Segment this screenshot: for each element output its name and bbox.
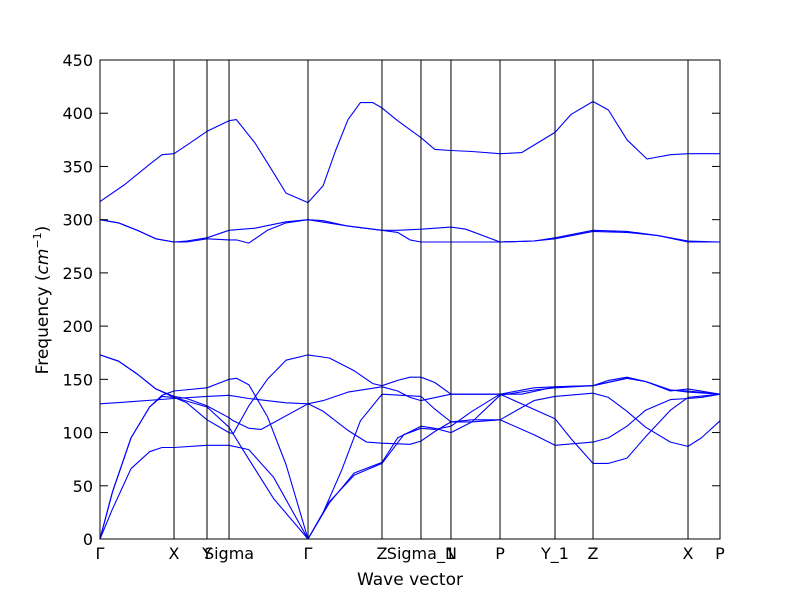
y-tick-label-250: 250 [62, 264, 93, 283]
x-tick-label-10: Y_1 [540, 544, 569, 564]
x-tick-label-6: Z [376, 544, 387, 563]
x-tick-label-4: Sigma [204, 544, 254, 563]
band-line-9 [99, 377, 721, 540]
band-line-4 [99, 354, 721, 464]
band-line-3 [99, 219, 721, 243]
y-tick-label-100: 100 [62, 424, 93, 443]
band-line-1 [99, 100, 720, 204]
x-tick-label-5: Γ [304, 544, 313, 563]
x-tick-label-2: X [169, 544, 180, 563]
x-tick-label-13: P [715, 544, 725, 563]
x-tick-label-8: N [445, 544, 457, 563]
x-tick-label-7: Sigma_1 [387, 544, 455, 564]
y-tick-label-0: 0 [83, 530, 93, 549]
y-tick-label-300: 300 [62, 211, 93, 230]
y-tick-label-200: 200 [62, 317, 93, 336]
band-line-6 [99, 393, 721, 446]
kpoint-lines [99, 60, 721, 539]
x-tick-label-3: Y [201, 544, 212, 563]
x-tick-label-9: P [495, 544, 505, 563]
y-tick-label-350: 350 [62, 157, 93, 176]
x-axis-label: Wave vector [357, 570, 463, 590]
plot-frame [99, 59, 721, 540]
series-layer [99, 100, 721, 540]
band-line-5 [99, 354, 721, 430]
x-tick-label-12: X [683, 544, 694, 563]
y-tick-label-50: 50 [73, 477, 93, 496]
y-axis-label: Frequency (cm−1) [31, 226, 53, 375]
y-tick-label-400: 400 [62, 104, 93, 123]
y-axis-ticks: 0 50 100 150 200 250 300 350 400 450 [62, 51, 720, 549]
x-tick-label-11: Z [588, 544, 599, 563]
y-tick-label-450: 450 [62, 51, 93, 70]
x-tick-label-1: Γ [96, 544, 105, 563]
y-tick-label-150: 150 [62, 370, 93, 389]
band-line-7 [99, 377, 721, 540]
